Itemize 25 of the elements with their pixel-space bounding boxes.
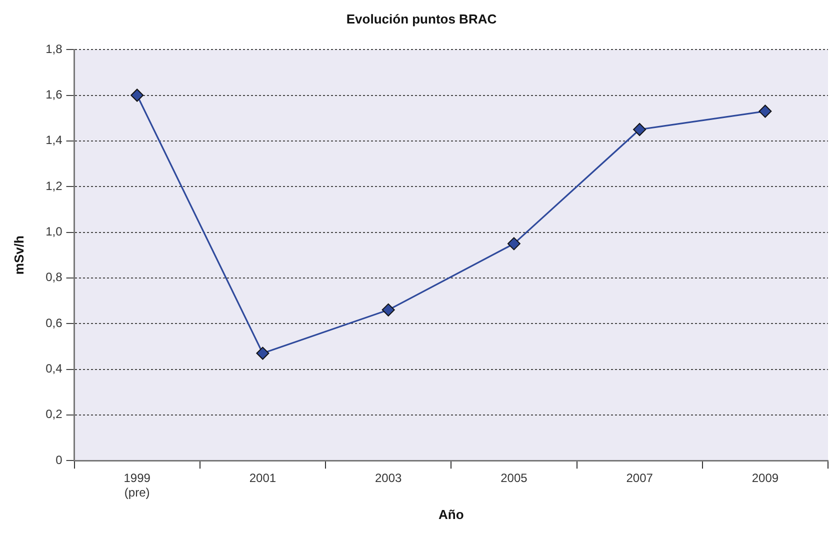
y-tick-label: 0,8 — [46, 270, 63, 284]
point — [507, 237, 520, 250]
y-tick-label: 0,6 — [46, 316, 63, 330]
x-tick-label: 2003 — [374, 471, 402, 486]
chart-title: Evolución puntos BRAC — [346, 11, 498, 26]
y-tick-label: 0,4 — [46, 362, 63, 376]
point — [633, 123, 646, 136]
y-tick-label: 0,2 — [46, 407, 63, 422]
y-tick-label: 0 — [56, 452, 63, 467]
y-tick-label: 1,4 — [46, 133, 63, 148]
y-tick-label: 1,6 — [46, 88, 63, 102]
x-tick-label: 2007 — [626, 471, 654, 486]
x-tick-label: 2005 — [500, 471, 528, 486]
x-axis-title: Año — [438, 506, 464, 522]
y-axis-title: mSv/h — [11, 236, 26, 275]
x-tick-label: 2001 — [249, 471, 276, 486]
point — [758, 104, 772, 118]
y-tick-label: 1,0 — [46, 224, 63, 239]
point — [130, 88, 144, 102]
x-tick-label: 1999 (pre) — [124, 471, 151, 500]
y-tick-label: 1,8 — [46, 42, 63, 56]
x-tick-label: 2009 — [752, 471, 779, 486]
point — [256, 346, 270, 360]
point — [382, 303, 395, 316]
y-tick-label: 1,2 — [46, 178, 63, 193]
